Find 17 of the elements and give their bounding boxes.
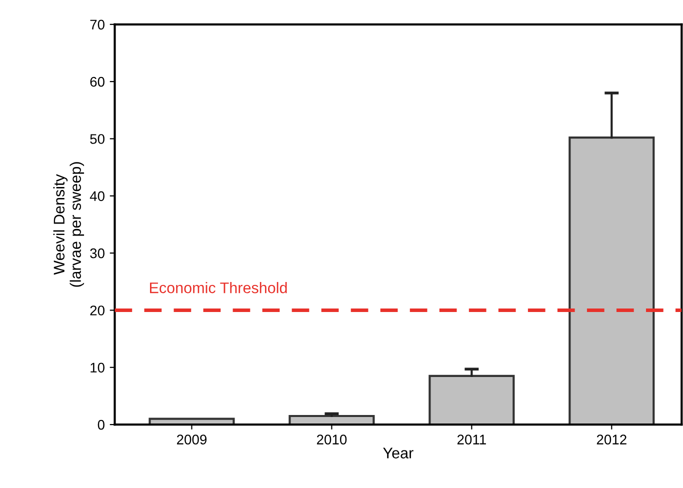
y-tick-label: 40 bbox=[90, 191, 104, 202]
x-axis-title: Year bbox=[383, 448, 414, 458]
bar bbox=[428, 374, 515, 425]
bar bbox=[568, 136, 655, 425]
y-axis-title: Weevil Density (larvae per sweep) bbox=[53, 162, 84, 287]
y-tick-label: 70 bbox=[90, 20, 104, 30]
x-tick-label: 2012 bbox=[596, 434, 626, 444]
y-tick-label: 10 bbox=[90, 362, 104, 373]
x-tick-label: 2010 bbox=[316, 434, 347, 444]
y-tick-label: 0 bbox=[98, 420, 104, 430]
y-tick-label: 30 bbox=[90, 248, 104, 258]
y-tick-label: 20 bbox=[90, 306, 104, 316]
y-tick-label: 50 bbox=[90, 134, 104, 144]
x-tick-label: 2009 bbox=[176, 434, 207, 444]
y-tick-label: 60 bbox=[90, 76, 104, 87]
ref-line-label: Economic Threshold bbox=[150, 282, 287, 294]
x-tick-label: 2011 bbox=[457, 434, 486, 444]
